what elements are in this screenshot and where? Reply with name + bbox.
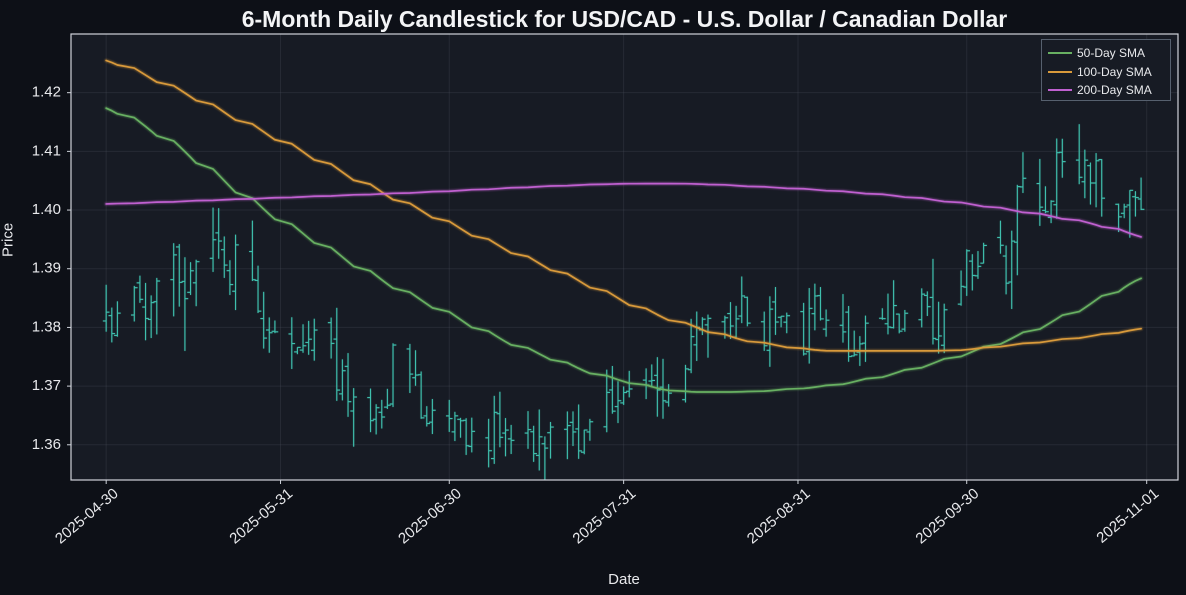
svg-text:1.41: 1.41 (32, 142, 61, 159)
svg-text:1.40: 1.40 (32, 201, 61, 218)
svg-text:1.37: 1.37 (32, 377, 61, 394)
svg-text:1.38: 1.38 (32, 318, 61, 335)
svg-text:1.36: 1.36 (32, 436, 61, 453)
svg-text:1.42: 1.42 (32, 84, 61, 101)
svg-text:1.39: 1.39 (32, 260, 61, 277)
